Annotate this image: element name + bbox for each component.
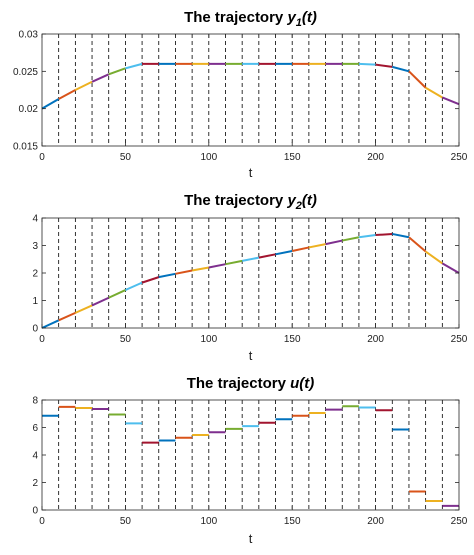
trajectory-segment-17 (308, 243, 326, 249)
x-tick-label: 200 (367, 516, 384, 527)
y-tick-label: 2 (32, 269, 38, 280)
trajectory-segment-15 (275, 250, 293, 256)
trajectory-segment-3 (74, 80, 93, 91)
trajectory-segment-21 (375, 232, 393, 237)
x-tick-label: 150 (284, 334, 301, 345)
axes-box (41, 33, 460, 147)
x-tick-label: 100 (200, 334, 217, 345)
x-tick-label: 200 (367, 152, 384, 163)
chart-title-variable: y (286, 192, 296, 209)
trajectory-segment-2 (58, 89, 76, 100)
x-tick-label: 100 (200, 516, 217, 527)
chart-panel-2: The trajectory y2(t)0 50 100 150 200 25001234… (32, 192, 467, 363)
trajectory-segment-1 (41, 98, 60, 110)
x-tick-label: 50 (120, 334, 132, 345)
trajectory-segment-7 (141, 276, 160, 284)
chart-title-argument: (t) (302, 9, 317, 26)
plot-area (42, 218, 459, 328)
trajectory-segment-4 (91, 296, 110, 307)
trajectory-segment-14 (258, 253, 276, 259)
chart-title-variable: u(t) (290, 375, 314, 392)
trajectory-segment-4 (91, 73, 110, 83)
chart-title-prefix: The trajectory (187, 375, 290, 392)
x-tick-label: 150 (284, 152, 301, 163)
x-tick-label: 50 (120, 516, 132, 527)
y-tick-label: 1 (32, 296, 38, 307)
chart-panel-3: The trajectory u(t) 0 50 100 150 200 250 0 2 4 6 8 t (32, 375, 467, 546)
trajectory-segment-11 (208, 263, 226, 269)
trajectory-segment-5 (108, 289, 126, 299)
y-tick-label: 8 (32, 396, 38, 407)
y-tick-label: 3 (32, 241, 38, 252)
trajectory-segment-13 (241, 256, 260, 262)
x-axis-label: t (249, 165, 253, 180)
y-tick-label: 0.03 (19, 30, 39, 41)
x-tick-label: 250 (451, 516, 468, 527)
trajectory-segment-23 (408, 70, 427, 89)
trajectory-segment-19 (342, 236, 360, 242)
trajectory-segment-6 (124, 281, 143, 291)
trajectory-segment-2 (58, 311, 76, 322)
y-tick-label: 6 (32, 423, 38, 434)
x-tick-label: 100 (200, 152, 217, 163)
x-tick-label: 150 (284, 516, 301, 527)
trajectory-segment-20 (358, 62, 376, 66)
x-tick-label: 250 (451, 334, 468, 345)
x-tick-label: 200 (367, 334, 384, 345)
y-tick-label: 0 (32, 324, 38, 335)
chart-title-subscript: 2 (295, 200, 302, 212)
x-tick-label: 250 (451, 152, 468, 163)
trajectory-segment-22 (392, 232, 410, 239)
plot-area (42, 34, 459, 146)
chart-title-variable: y (286, 9, 296, 26)
y-tick-label: 0 (32, 506, 38, 517)
trajectory-segment-21 (375, 63, 393, 68)
trajectory-segment-24 (425, 250, 443, 265)
chart-title: The trajectory u(t) (187, 375, 315, 392)
trajectory-segment-3 (74, 304, 93, 314)
chart-panel-1: The trajectory y1(t) 0 50 100 150 200 250 0.015… (13, 9, 468, 180)
trajectory-segment-25 (441, 96, 460, 106)
chart-title-argument: (t) (302, 192, 317, 209)
trajectory-segment-16 (291, 246, 310, 252)
x-tick-label: 0 (39, 152, 45, 163)
x-axis-label: t (249, 531, 253, 546)
x-tick-label: 50 (120, 152, 132, 163)
y-tick-label: 0.015 (13, 142, 38, 153)
trajectory-segment-20 (358, 234, 376, 239)
trajectory-segment-23 (408, 236, 427, 253)
x-tick-label: 0 (39, 334, 45, 345)
trajectory-segment-6 (125, 62, 143, 70)
trajectory-segment-9 (175, 269, 193, 275)
x-tick-label: 0 (39, 516, 45, 527)
trajectory-segment-25 (441, 262, 460, 274)
trajectory-segment-1 (41, 319, 60, 329)
trajectory-segment-8 (158, 272, 176, 279)
trajectory-segment-22 (392, 65, 410, 73)
y-tick-label: 4 (32, 214, 38, 225)
chart-title-subscript: 1 (296, 17, 302, 29)
trajectory-segment-18 (325, 239, 343, 246)
x-axis-label: t (249, 348, 253, 363)
chart-title-prefix: The trajectory (184, 9, 287, 26)
y-tick-label: 0.02 (19, 104, 39, 115)
trajectory-segment-12 (225, 259, 243, 266)
plot-area (42, 400, 459, 510)
trajectory-segment-10 (191, 266, 209, 272)
y-tick-label: 2 (32, 478, 38, 489)
chart-title-prefix: The trajectory (184, 192, 287, 209)
y-tick-label: 4 (32, 451, 38, 462)
trajectory-segment-5 (108, 67, 126, 76)
trajectory-segment-24 (425, 86, 443, 99)
chart-title: The trajectory y1(t) (184, 9, 317, 29)
chart-title: The trajectory y2(t) (184, 192, 317, 212)
y-tick-label: 0.025 (13, 67, 38, 78)
